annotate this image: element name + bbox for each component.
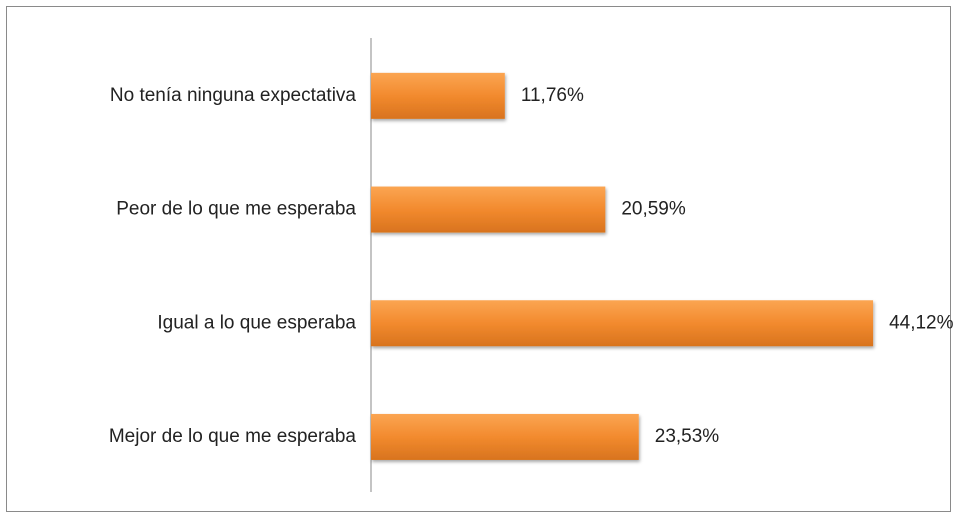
y-tick-label: No tenía ninguna expectativa xyxy=(110,85,357,106)
y-tick-label: Peor de lo que me esperaba xyxy=(116,199,356,220)
bar xyxy=(371,413,639,460)
data-label: 11,76% xyxy=(521,85,584,106)
bar xyxy=(371,300,874,347)
data-label: 44,12% xyxy=(889,312,954,333)
data-label: 20,59% xyxy=(621,199,686,220)
y-tick-label: Igual a lo que esperaba xyxy=(157,312,356,333)
bar xyxy=(371,72,505,119)
bar xyxy=(371,186,606,233)
data-label: 23,53% xyxy=(655,426,720,447)
y-tick-label: Mejor de lo que me esperaba xyxy=(109,426,357,447)
